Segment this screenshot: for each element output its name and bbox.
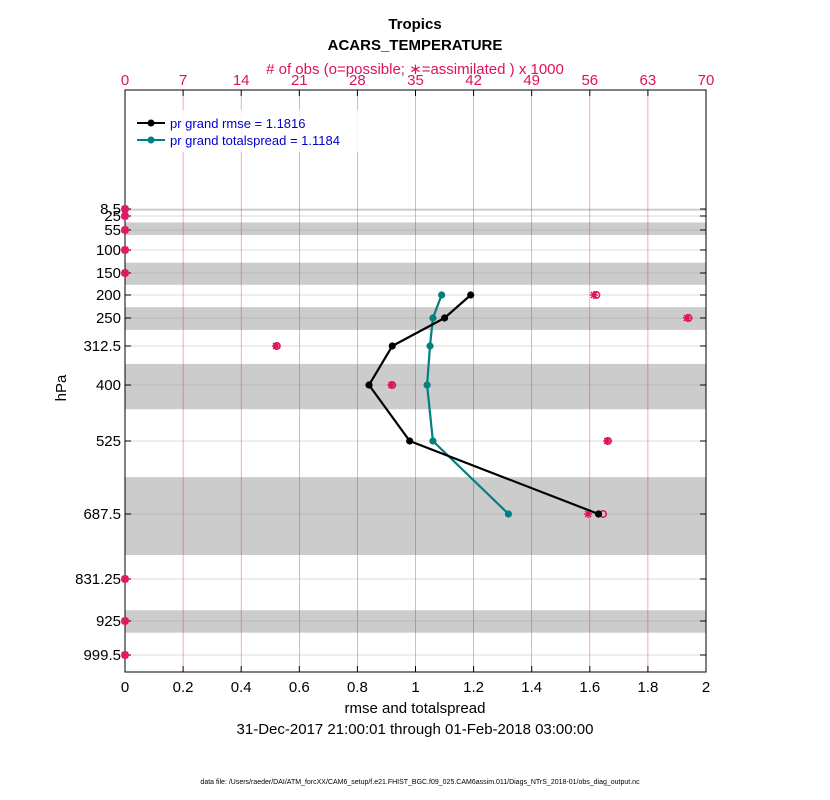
x-tick-label-4: 0.8 bbox=[347, 679, 368, 696]
x-tick-label-10: 2 bbox=[702, 679, 710, 696]
obs-assimilated-3 bbox=[121, 246, 129, 254]
top-tick-label-4: 28 bbox=[349, 72, 366, 89]
chart-subtitle: ACARS_TEMPERATURE bbox=[328, 37, 503, 54]
x-tick-label-6: 1.2 bbox=[463, 679, 484, 696]
series-1-point-3 bbox=[423, 381, 431, 389]
y-tick-label-6: 250 bbox=[96, 310, 121, 327]
legend-box bbox=[130, 110, 362, 152]
legend-marker-rmse bbox=[147, 119, 155, 127]
obs-assimilated-7 bbox=[272, 342, 281, 350]
obs-assimilated-1 bbox=[121, 212, 129, 220]
y-tick-label-3: 100 bbox=[96, 242, 121, 259]
series-line-0 bbox=[367, 294, 599, 516]
obs-assimilated-11 bbox=[121, 575, 129, 583]
series-lines bbox=[365, 291, 603, 518]
x-tick-label-0: 0 bbox=[121, 679, 129, 696]
y-tick-label-13: 999.5 bbox=[83, 647, 121, 664]
top-axis-label: # of obs (o=possible; ∗=assimilated ) x … bbox=[266, 61, 564, 78]
x-tick-label-5: 1 bbox=[411, 679, 419, 696]
legend-entry-rmse: pr grand rmse = 1.1816 bbox=[170, 116, 306, 131]
y-tick-label-11: 831.25 bbox=[75, 571, 121, 588]
y-tick-label-7: 312.5 bbox=[83, 338, 121, 355]
obs-markers bbox=[121, 205, 693, 659]
x-tick-label-9: 1.8 bbox=[637, 679, 658, 696]
axis-ticks: 0 0.2 0.4 0.6 0.8 1 1.2 1.4 1.6 1.8 2 0 7 14 21 28 35 42 4… bbox=[75, 72, 714, 696]
series-0-point-0 bbox=[467, 291, 475, 299]
y-tick-label-4: 150 bbox=[96, 265, 121, 282]
y-tick-label-5: 200 bbox=[96, 287, 121, 304]
series-0-point-3 bbox=[365, 381, 373, 389]
top-tick-label-7: 49 bbox=[523, 72, 540, 89]
x-tick-label-7: 1.4 bbox=[521, 679, 542, 696]
series-0-point-1 bbox=[440, 314, 449, 322]
x-tick-label-1: 0.2 bbox=[173, 679, 194, 696]
obs-assimilated-4 bbox=[121, 269, 129, 277]
top-tick-label-2: 14 bbox=[233, 72, 250, 89]
series-line-1 bbox=[425, 294, 510, 515]
y-tick-label-8: 400 bbox=[96, 377, 121, 394]
obs-assimilated-13 bbox=[121, 651, 129, 659]
top-tick-label-6: 42 bbox=[465, 72, 482, 89]
chart-title: Tropics bbox=[388, 16, 441, 33]
y-tick-label-10: 687.5 bbox=[83, 506, 121, 523]
legend-entry-spread: pr grand totalspread = 1.1184 bbox=[170, 133, 340, 148]
legend-marker-spread bbox=[147, 136, 155, 144]
series-0-point-4 bbox=[406, 437, 414, 445]
y-tick-label-12: 925 bbox=[96, 613, 121, 630]
obs-assimilated-12 bbox=[121, 617, 129, 625]
y-tick-label-2: 55 bbox=[104, 222, 121, 239]
series-1-point-2 bbox=[426, 342, 434, 350]
x-tick-label-3: 0.6 bbox=[289, 679, 310, 696]
top-tick-label-3: 21 bbox=[291, 72, 308, 89]
obs-assimilated-5 bbox=[589, 291, 598, 299]
top-tick-label-8: 56 bbox=[581, 72, 598, 89]
y-axis-label: hPa bbox=[53, 374, 70, 401]
obs-assimilated-2 bbox=[121, 226, 129, 234]
grid-lines bbox=[125, 90, 706, 672]
obs-assimilated-6 bbox=[682, 314, 691, 322]
x-tick-label-8: 1.6 bbox=[579, 679, 600, 696]
legend: pr grand rmse = 1.1816 pr grand totalspr… bbox=[130, 110, 362, 152]
y-tick-label-9: 525 bbox=[96, 433, 121, 450]
series-1-point-5 bbox=[504, 510, 513, 518]
date-range: 31-Dec-2017 21:00:01 through 01-Feb-2018… bbox=[237, 721, 594, 738]
obs-assimilated-8 bbox=[387, 381, 396, 389]
top-tick-label-10: 70 bbox=[698, 72, 715, 89]
top-tick-label-5: 35 bbox=[407, 72, 424, 89]
series-1-point-1 bbox=[429, 314, 437, 322]
obs-assimilated-0 bbox=[121, 205, 129, 213]
series-0-point-2 bbox=[388, 342, 396, 350]
y-tick-label-1: 25 bbox=[104, 208, 121, 225]
x-tick-label-2: 0.4 bbox=[231, 679, 252, 696]
series-1-point-4 bbox=[429, 437, 437, 445]
obs-assimilated-9 bbox=[603, 437, 612, 445]
footnote: data file: /Users/raeder/DAI/ATM_forcXX/… bbox=[200, 779, 640, 786]
obs-assimilated-10 bbox=[584, 510, 593, 518]
top-tick-label-9: 63 bbox=[640, 72, 657, 89]
top-tick-label-0: 0 bbox=[121, 72, 129, 89]
top-tick-label-1: 7 bbox=[179, 72, 187, 89]
x-axis-label: rmse and totalspread bbox=[345, 700, 486, 717]
y-tick-label-0: 8.5 bbox=[100, 201, 121, 218]
series-1-point-0 bbox=[438, 291, 446, 299]
series-0-point-5 bbox=[594, 510, 603, 518]
